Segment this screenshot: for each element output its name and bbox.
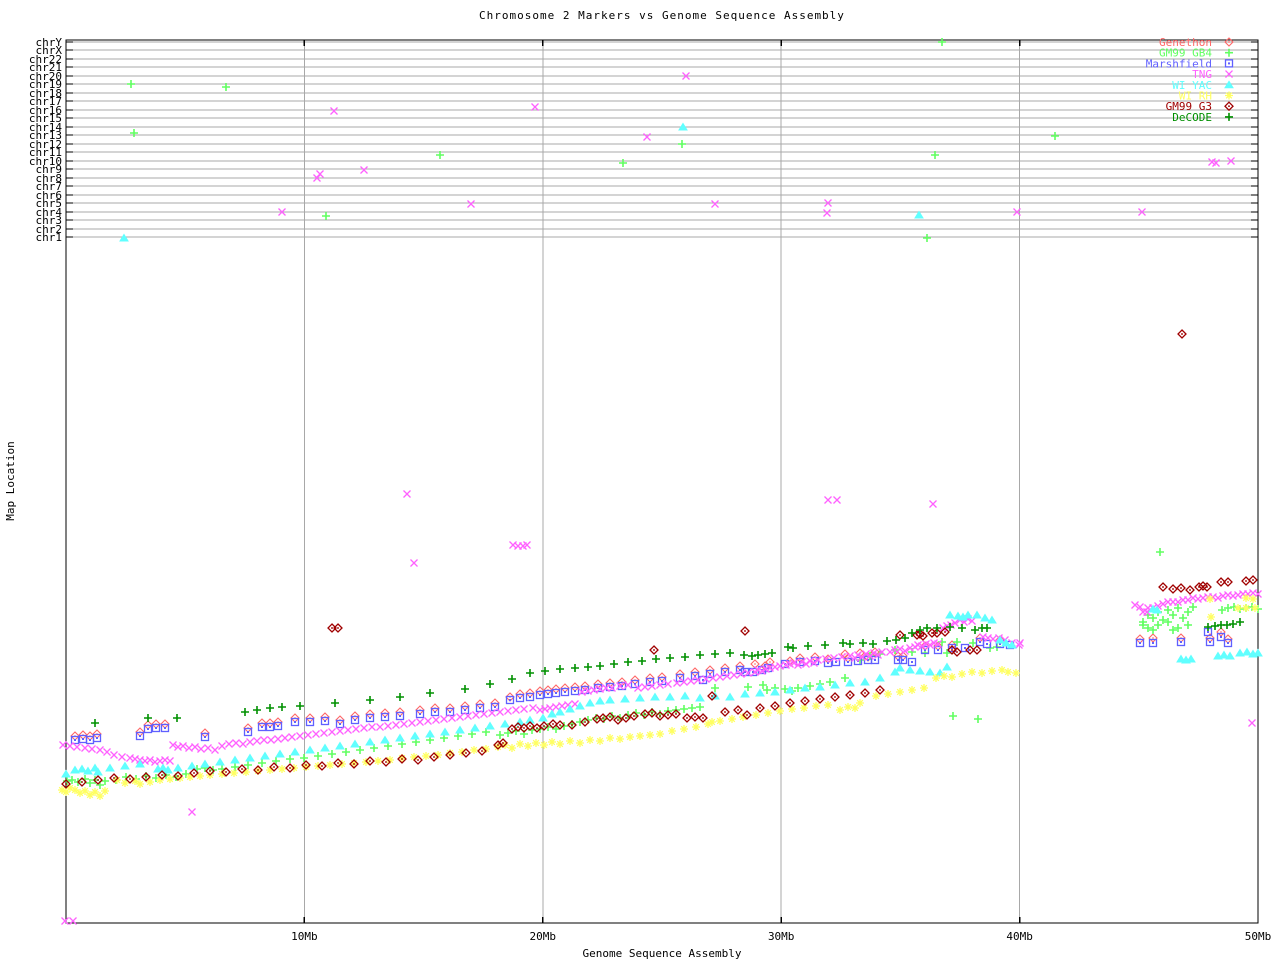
chromosome-label: chr5: [36, 197, 63, 210]
border-rect: [65, 39, 1259, 924]
chromosome-label: chr8: [36, 172, 63, 185]
legend-item-tng: TNG: [1192, 68, 1233, 81]
chromosome-label: chr15: [29, 112, 62, 125]
chromosome-lines: [66, 41, 1258, 238]
chromosome-label: chr19: [29, 78, 62, 91]
chromosome-label: chr3: [36, 214, 63, 227]
x-tick-label: 10Mb: [291, 930, 318, 943]
series-wi-yac: [61, 122, 1263, 778]
y-axis-label: Map Location: [4, 441, 17, 520]
legend-label: WI YAC: [1172, 79, 1212, 92]
chromosome-label: chr12: [29, 138, 62, 151]
chromosome-label: chr6: [36, 189, 63, 202]
plot-border: [65, 39, 1259, 924]
chromosome-label: chr10: [29, 155, 62, 168]
chromosome-label: chrX: [36, 44, 63, 57]
legend-item-wi-rh: WI RH: [1179, 90, 1233, 103]
chromosome-label: chr2: [36, 223, 63, 236]
chart-title: Chromosome 2 Markers vs Genome Sequence …: [479, 9, 845, 22]
legend-item-gm99-g3: GM99 G3: [1166, 100, 1234, 113]
legend-label: GM99 GB4: [1159, 47, 1212, 60]
x-axis-label: Genome Sequence Assembly: [583, 947, 742, 960]
series-genethon: [70, 627, 1233, 741]
legend-item-wi-yac: WI YAC: [1172, 79, 1234, 92]
chromosome-labels: chrYchrXchr22chr21chr20chr19chr18chr17ch…: [29, 36, 62, 244]
chromosome-label: chr14: [29, 121, 62, 134]
legend-label: WI RH: [1179, 90, 1212, 103]
series-tng: [59, 72, 1262, 925]
chromosome-label: chr1: [36, 231, 63, 244]
legend-label: Marshfield: [1146, 57, 1212, 70]
series-gm99-gb4: [63, 38, 1262, 789]
chromosome-label: chrY: [36, 36, 63, 49]
axis-ticks: [66, 40, 1259, 923]
chromosome-label: chr22: [29, 53, 62, 66]
chromosome-label: chr7: [36, 180, 63, 193]
legend-label: TNG: [1192, 68, 1212, 81]
legend-item-decode: DeCODE: [1172, 111, 1233, 124]
legend-label: GM99 G3: [1166, 100, 1212, 113]
gridlines: [303, 40, 1021, 923]
chromosome-label: chr21: [29, 61, 62, 74]
chromosome-label: chr17: [29, 95, 62, 108]
chromosome-label: chr11: [29, 146, 62, 159]
data-points: [58, 38, 1263, 925]
chromosome-label: chr18: [29, 87, 62, 100]
legend-item-genethon: Genethon: [1159, 36, 1234, 49]
legend-label: DeCODE: [1172, 111, 1212, 124]
chromosome-label: chr4: [36, 206, 63, 219]
series-gm99-g3: [61, 329, 1258, 789]
chromosome-label: chr13: [29, 129, 62, 142]
chromosome-label: chr9: [36, 163, 63, 176]
x-tick-label: 20Mb: [530, 930, 557, 943]
chromosome-label: chr16: [29, 104, 62, 117]
x-tick-label: 40Mb: [1006, 930, 1033, 943]
axis-tick-labels: 10Mb 20Mb 30Mb 40Mb 50Mb: [291, 930, 1271, 943]
series-decode: [91, 618, 1244, 727]
legend-item-gm99-gb4: GM99 GB4: [1159, 47, 1233, 60]
x-tick-label: 50Mb: [1245, 930, 1272, 943]
chromosome-label: chr20: [29, 70, 62, 83]
x-tick-label: 30Mb: [768, 930, 795, 943]
legend-item-marshfield: Marshfield: [1146, 57, 1234, 70]
legend-label: Genethon: [1159, 36, 1212, 49]
